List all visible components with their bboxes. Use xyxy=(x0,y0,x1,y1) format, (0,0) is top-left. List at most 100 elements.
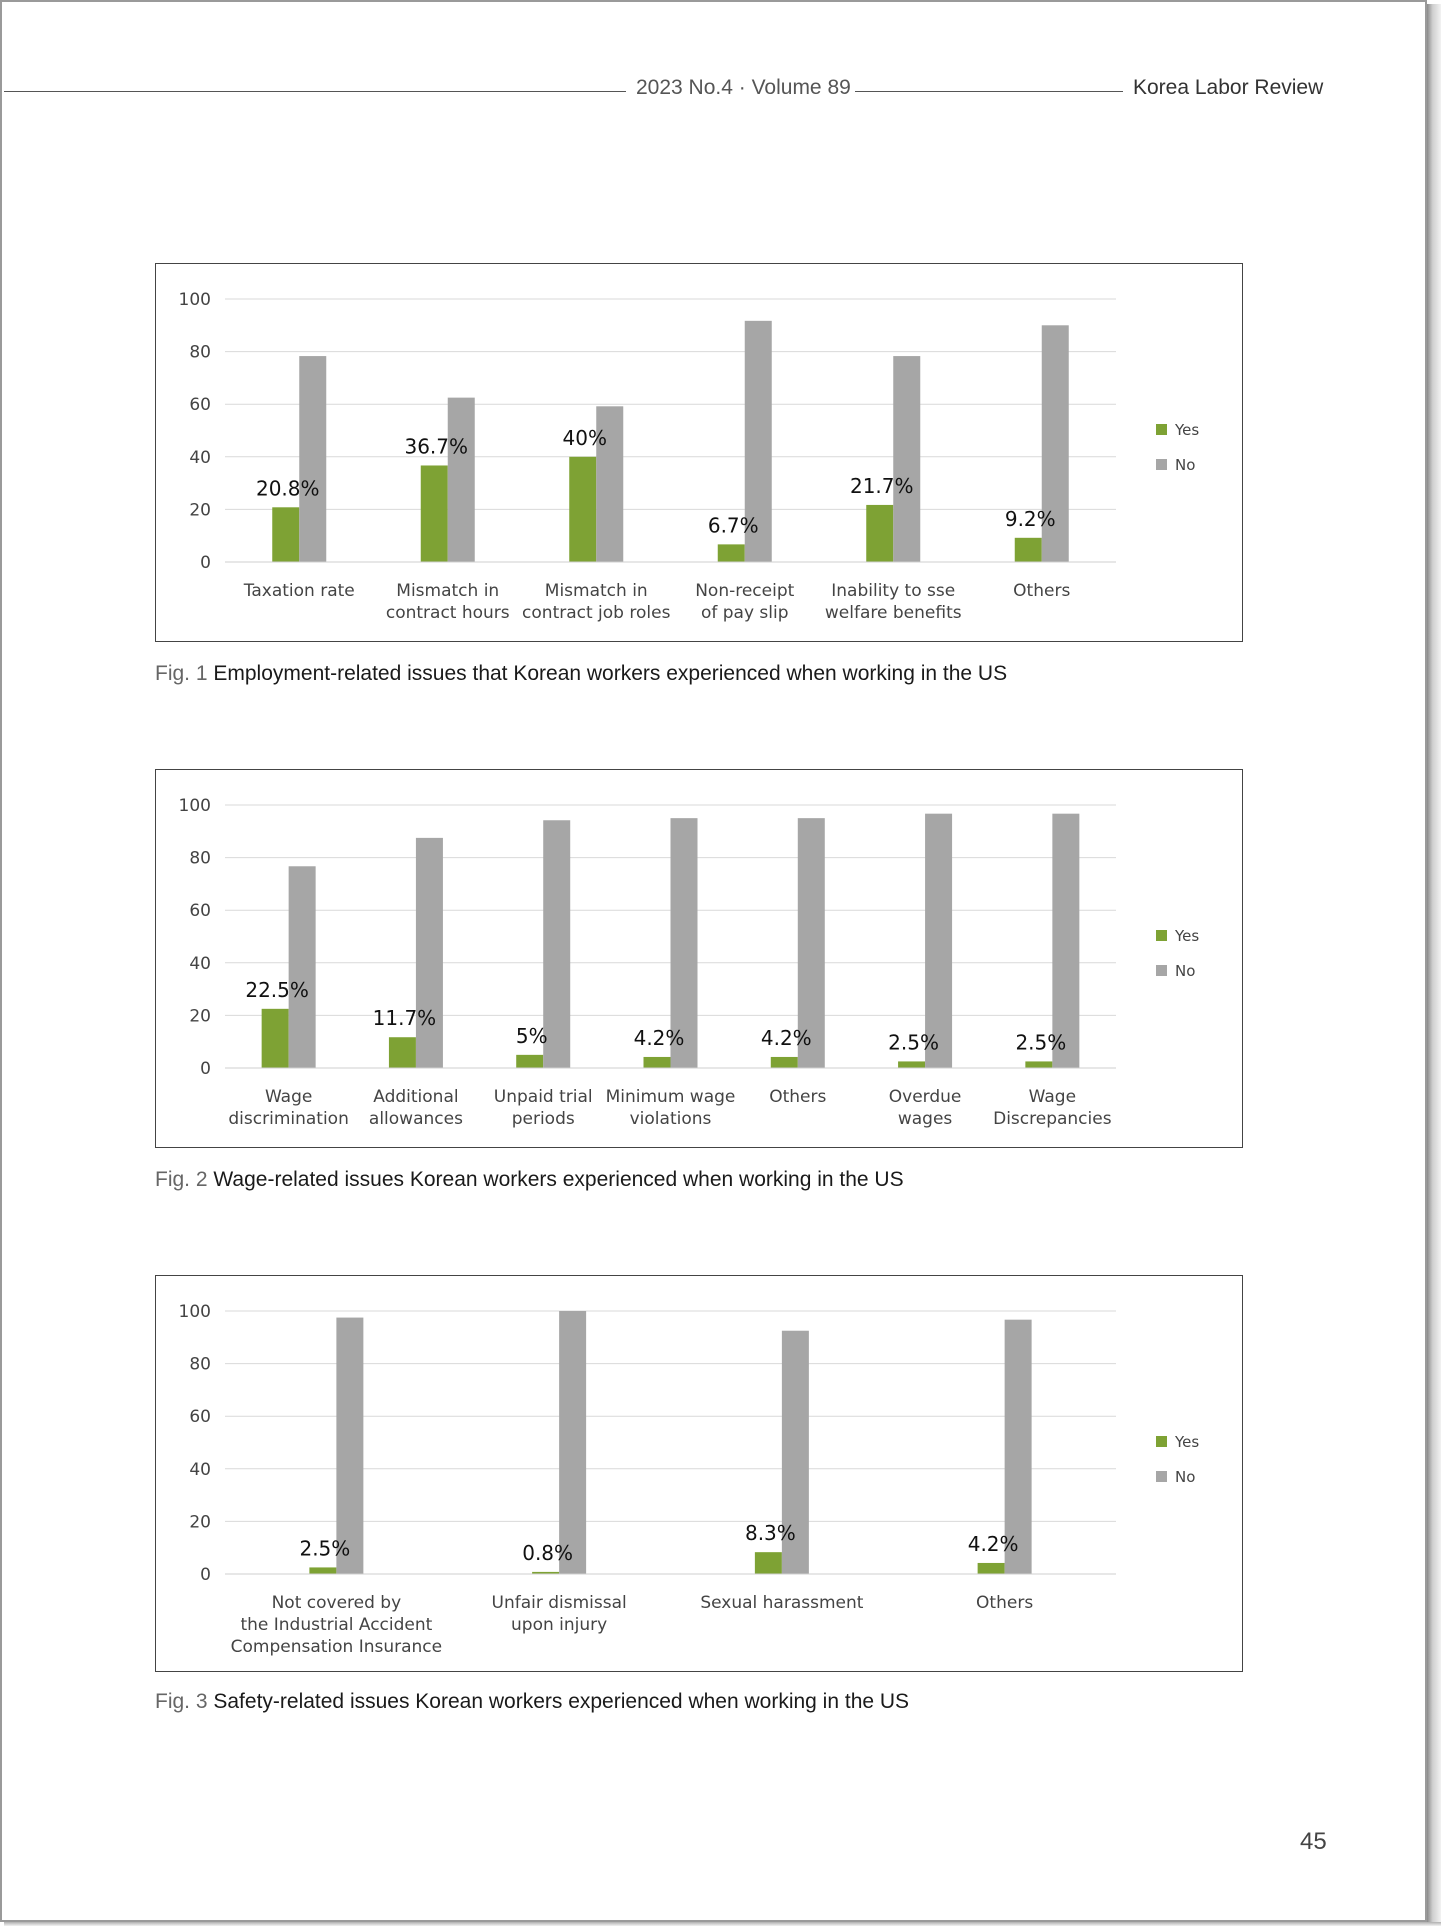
x-tick-label: of pay slip xyxy=(701,603,789,623)
figure-1-chart: 0 20 40 60 80 100 20.8% Taxation rate 36.7% Misma… xyxy=(179,290,1200,623)
x-tick-label: Not covered by xyxy=(272,1593,402,1613)
bar-no xyxy=(447,397,475,562)
bar-yes xyxy=(1014,537,1042,562)
page-shadow-bottom xyxy=(4,1922,1441,1926)
x-tick-label: Non-receipt xyxy=(695,581,794,601)
data-label-yes: 40% xyxy=(563,426,607,450)
figure-1-caption-text: Employment-related issues that Korean wo… xyxy=(213,662,1008,685)
y-tick-label: 100 xyxy=(179,796,211,816)
y-tick-label: 80 xyxy=(189,343,211,363)
bar-no xyxy=(596,406,624,562)
x-tick-label: Additional xyxy=(373,1087,458,1107)
bar-yes xyxy=(754,1552,782,1574)
x-tick-label: upon injury xyxy=(511,1615,607,1635)
x-tick-label: allowances xyxy=(369,1109,463,1129)
y-tick-label: 100 xyxy=(179,290,211,310)
bar-no xyxy=(336,1317,364,1574)
y-tick-label: 40 xyxy=(189,448,211,468)
bar-no xyxy=(543,820,571,1068)
bar-yes xyxy=(770,1056,798,1068)
bar-yes xyxy=(309,1567,337,1574)
x-tick-label: Overdue xyxy=(889,1087,962,1107)
y-tick-label: 0 xyxy=(200,1059,211,1079)
bar-yes xyxy=(898,1061,926,1068)
bar-yes xyxy=(1025,1061,1053,1068)
y-tick-label: 20 xyxy=(189,500,211,520)
bar-yes xyxy=(977,1562,1005,1574)
bar-yes xyxy=(261,1008,289,1068)
data-label-yes: 9.2% xyxy=(1005,507,1056,531)
bar-yes xyxy=(866,504,894,562)
bar-no xyxy=(893,356,921,562)
data-label-yes: 5% xyxy=(516,1024,548,1048)
x-tick-label: Others xyxy=(1013,581,1070,601)
x-tick-label: Mismatch in xyxy=(545,581,648,601)
figure-2-number: Fig. 2 xyxy=(155,1168,208,1191)
data-label-yes: 2.5% xyxy=(1015,1030,1066,1054)
header-rule-right xyxy=(855,91,1123,92)
x-tick-label: welfare benefits xyxy=(825,603,962,623)
bar-yes xyxy=(272,507,300,562)
bar-no xyxy=(288,866,316,1068)
y-tick-label: 0 xyxy=(200,1565,211,1585)
x-tick-label: Wage xyxy=(265,1087,312,1107)
bar-no xyxy=(781,1330,809,1574)
bar-yes xyxy=(569,456,597,562)
figure-2-caption-text: Wage-related issues Korean workers exper… xyxy=(213,1168,904,1191)
data-label-yes: 8.3% xyxy=(745,1521,796,1545)
data-label-yes: 4.2% xyxy=(761,1026,812,1050)
bar-no xyxy=(559,1311,587,1574)
x-tick-label: Mismatch in xyxy=(396,581,499,601)
figure-2-chart: 02040608010022.5%Wagediscrimination11.7%… xyxy=(179,796,1200,1129)
bar-no xyxy=(415,837,443,1068)
data-label-yes: 4.2% xyxy=(968,1532,1019,1556)
x-tick-label: wages xyxy=(898,1109,953,1129)
x-tick-label: Others xyxy=(976,1593,1033,1613)
bar-no xyxy=(670,818,698,1068)
y-tick-label: 60 xyxy=(189,395,211,415)
bar-no xyxy=(1052,813,1080,1068)
y-tick-label: 80 xyxy=(189,849,211,869)
x-tick-label: contract job roles xyxy=(522,603,671,623)
x-tick-label: Wage xyxy=(1029,1087,1076,1107)
legend-label-yes: Yes xyxy=(1174,421,1199,439)
bar-no xyxy=(1041,325,1069,562)
bar-no xyxy=(925,813,953,1068)
figure-3-caption: Fig. 3 Safety-related issues Korean work… xyxy=(155,1690,909,1714)
figure-2-caption: Fig. 2 Wage-related issues Korean worker… xyxy=(155,1168,904,1192)
figure-1-frame: 0 20 40 60 80 100 20.8% Taxation rate 36.7% Misma… xyxy=(155,263,1243,642)
bar-yes xyxy=(516,1054,544,1068)
bar-no xyxy=(797,818,825,1068)
figure-1-caption: Fig. 1 Employment-related issues that Ko… xyxy=(155,662,1007,686)
y-tick-label: 60 xyxy=(189,901,211,921)
legend-label-no: No xyxy=(1175,962,1195,980)
bar-no xyxy=(1004,1319,1032,1574)
x-tick-label: Discrepancies xyxy=(993,1109,1112,1129)
y-tick-label: 60 xyxy=(189,1407,211,1427)
legend-label-no: No xyxy=(1175,456,1195,474)
data-label-yes: 36.7% xyxy=(404,434,468,458)
y-tick-label: 20 xyxy=(189,1512,211,1532)
y-tick-label: 80 xyxy=(189,1355,211,1375)
data-label-yes: 0.8% xyxy=(522,1541,573,1565)
bar-no xyxy=(299,356,327,562)
y-tick-label: 40 xyxy=(189,954,211,974)
data-label-yes: 6.7% xyxy=(708,513,759,537)
legend-swatch-yes xyxy=(1156,424,1167,435)
bar-yes xyxy=(717,544,745,562)
x-tick-label: Sexual harassment xyxy=(700,1593,863,1613)
x-tick-label: Unpaid trial xyxy=(494,1087,593,1107)
bar-yes xyxy=(388,1037,416,1068)
figure-3-frame: 0 20 40 60 80 100 2.5% Not covered by the Indust… xyxy=(155,1275,1243,1672)
y-tick-label: 100 xyxy=(179,1302,211,1322)
y-tick-label: 20 xyxy=(189,1006,211,1026)
y-tick-label: 0 xyxy=(200,553,211,573)
x-tick-label: periods xyxy=(512,1109,575,1129)
legend-label-no: No xyxy=(1175,1468,1195,1486)
data-label-yes: 22.5% xyxy=(245,978,309,1002)
legend-swatch-yes xyxy=(1156,1436,1167,1447)
x-tick-label: Minimum wage xyxy=(606,1087,736,1107)
data-label-yes: 21.7% xyxy=(850,474,914,498)
header-rule-left xyxy=(4,91,626,92)
